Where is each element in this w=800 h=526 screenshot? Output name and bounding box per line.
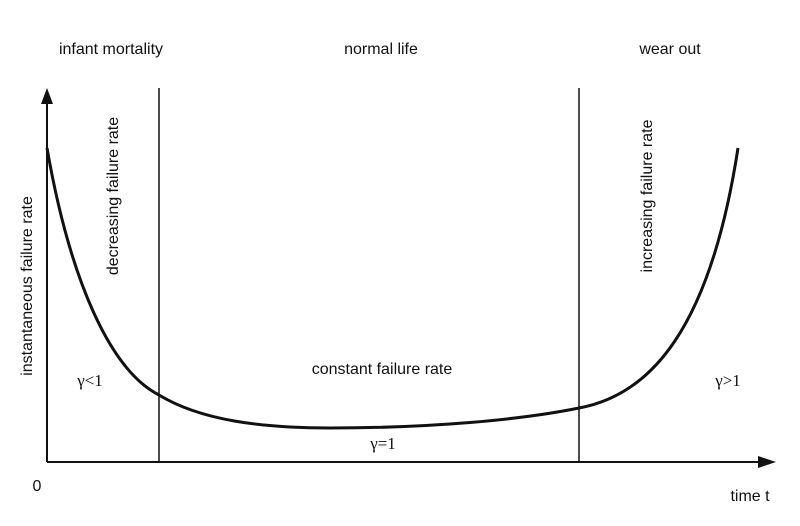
region-label: wear out (638, 41, 701, 58)
region-label: infant mortality (59, 41, 163, 58)
shape-label: γ=1 (369, 434, 396, 453)
y-axis-label: instantaneous failure rate (19, 196, 36, 376)
y-arrow (41, 88, 53, 104)
phase-label: decreasing failure rate (105, 117, 122, 275)
bathtub-curve (45, 147, 740, 430)
region-label: normal life (344, 41, 418, 58)
x-axis-label: time t (730, 488, 770, 505)
x-arrow (758, 456, 776, 468)
phase-label: constant failure rate (312, 361, 453, 378)
shape-label: γ<1 (76, 371, 103, 390)
phase-label: increasing failure rate (639, 119, 656, 272)
shape-label: γ>1 (714, 371, 741, 390)
origin-label: 0 (33, 478, 42, 495)
